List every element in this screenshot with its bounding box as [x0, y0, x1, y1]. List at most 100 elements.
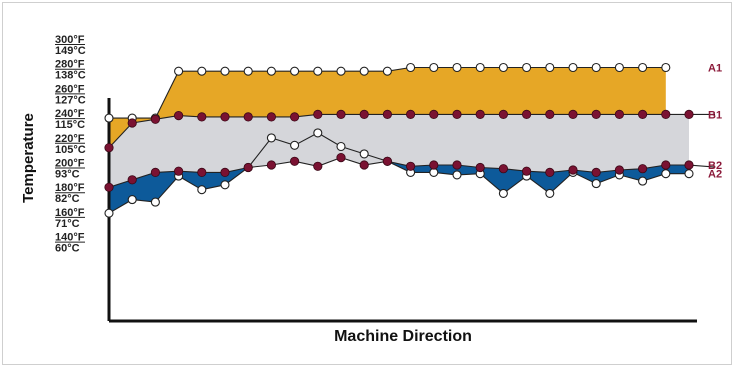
marker-b2	[684, 160, 694, 170]
marker-a1	[661, 62, 671, 73]
y-tick-label-f: 280°F	[55, 59, 85, 71]
marker-b1	[591, 109, 601, 120]
gold-fill-area-group	[109, 67, 666, 148]
marker-b2	[174, 166, 184, 176]
marker-b1	[313, 109, 323, 120]
marker-a1	[104, 113, 114, 123]
marker-a1	[336, 66, 346, 76]
marker-a1	[429, 62, 439, 73]
marker-a2	[498, 188, 508, 198]
marker-b1	[382, 109, 392, 120]
marker-b2	[220, 167, 230, 177]
marker-b1	[266, 112, 276, 122]
marker-b2	[568, 165, 578, 175]
marker-b1	[174, 111, 184, 121]
marker-b2	[266, 160, 276, 170]
series-label-a2: A2	[708, 169, 722, 181]
marker-b1	[243, 112, 253, 122]
marker-a1	[614, 62, 624, 73]
marker-a2	[545, 188, 555, 198]
marker-a1	[545, 62, 555, 73]
marker-b2	[591, 167, 601, 177]
marker-a2	[150, 197, 160, 207]
y-tick-label-f: 160°F	[55, 207, 85, 219]
marker-a2	[104, 208, 114, 218]
marker-b1	[684, 109, 694, 120]
marker-b1	[359, 109, 369, 120]
marker-b1	[521, 109, 532, 120]
b2-a2-blue-area	[109, 167, 249, 214]
series-label-b1: B1	[708, 109, 722, 121]
marker-b1	[336, 109, 346, 120]
marker-b2	[197, 167, 207, 177]
marker-b1	[197, 112, 207, 122]
y-tick-label-c: 138°C	[55, 70, 86, 82]
chart-frame: 300°F 149°C 280°F 138°C 260°F 127°C 240°F 115°C…	[2, 2, 732, 365]
y-tick-label-c: 71°C	[55, 218, 80, 230]
gray-fill-area-group	[109, 114, 689, 188]
marker-a2	[313, 128, 323, 138]
marker-a2	[220, 180, 230, 190]
marker-b2	[429, 160, 439, 170]
y-tick-label-f: 180°F	[55, 182, 85, 194]
marker-b2	[150, 167, 160, 177]
y-tick-label-c: 105°C	[55, 144, 86, 156]
marker-a1	[568, 62, 578, 73]
marker-a2	[684, 169, 694, 179]
marker-b1	[614, 109, 625, 120]
marker-a2	[197, 185, 207, 195]
b2-a2-blue-area	[387, 161, 689, 194]
marker-b1	[545, 109, 555, 120]
series-markers-group	[104, 62, 694, 218]
marker-a1	[475, 62, 485, 73]
marker-a2	[290, 140, 300, 150]
marker-a1	[591, 62, 601, 73]
marker-a2	[127, 195, 137, 205]
marker-b1	[150, 114, 160, 124]
marker-a1	[452, 62, 462, 73]
marker-a1	[197, 66, 207, 76]
y-tick-label-f: 260°F	[55, 83, 85, 95]
marker-b1	[429, 109, 439, 120]
y-axis-label: Temperature	[20, 113, 37, 203]
marker-b2	[359, 160, 369, 170]
marker-a2	[661, 169, 671, 179]
marker-a2	[266, 133, 276, 143]
y-tick-label-c: 82°C	[55, 193, 80, 205]
marker-b1	[475, 109, 485, 120]
marker-a1	[174, 66, 184, 76]
y-tick-label-c: 149°C	[55, 45, 86, 57]
marker-b1	[127, 118, 137, 128]
marker-a1	[266, 66, 276, 76]
b1-b2-gray-area	[109, 114, 689, 188]
marker-b2	[521, 166, 532, 176]
marker-b2	[382, 156, 392, 166]
series-label-a1: A1	[708, 63, 722, 75]
marker-a2	[359, 149, 369, 159]
x-axis-label: Machine Direction	[334, 328, 472, 345]
marker-b1	[104, 143, 114, 153]
marker-b2	[475, 162, 485, 173]
y-tick-label-c: 93°C	[55, 169, 80, 181]
marker-a2	[591, 179, 601, 189]
marker-a1	[638, 62, 648, 73]
series-label-b2: B2	[708, 160, 722, 172]
marker-b1	[405, 109, 416, 120]
y-tick-label-f: 140°F	[55, 232, 85, 244]
marker-b2	[614, 165, 625, 175]
marker-a1	[243, 66, 253, 76]
marker-b2	[104, 182, 114, 192]
marker-b2	[313, 161, 323, 171]
marker-b1	[289, 112, 300, 122]
marker-b2	[545, 167, 555, 177]
marker-a1	[359, 66, 369, 76]
marker-a1	[290, 66, 300, 76]
marker-b2	[452, 160, 462, 170]
marker-b1	[220, 112, 230, 122]
marker-b2	[243, 162, 253, 173]
marker-a2	[452, 170, 462, 180]
marker-b2	[405, 161, 416, 171]
blue-fill-area-group	[109, 161, 689, 214]
